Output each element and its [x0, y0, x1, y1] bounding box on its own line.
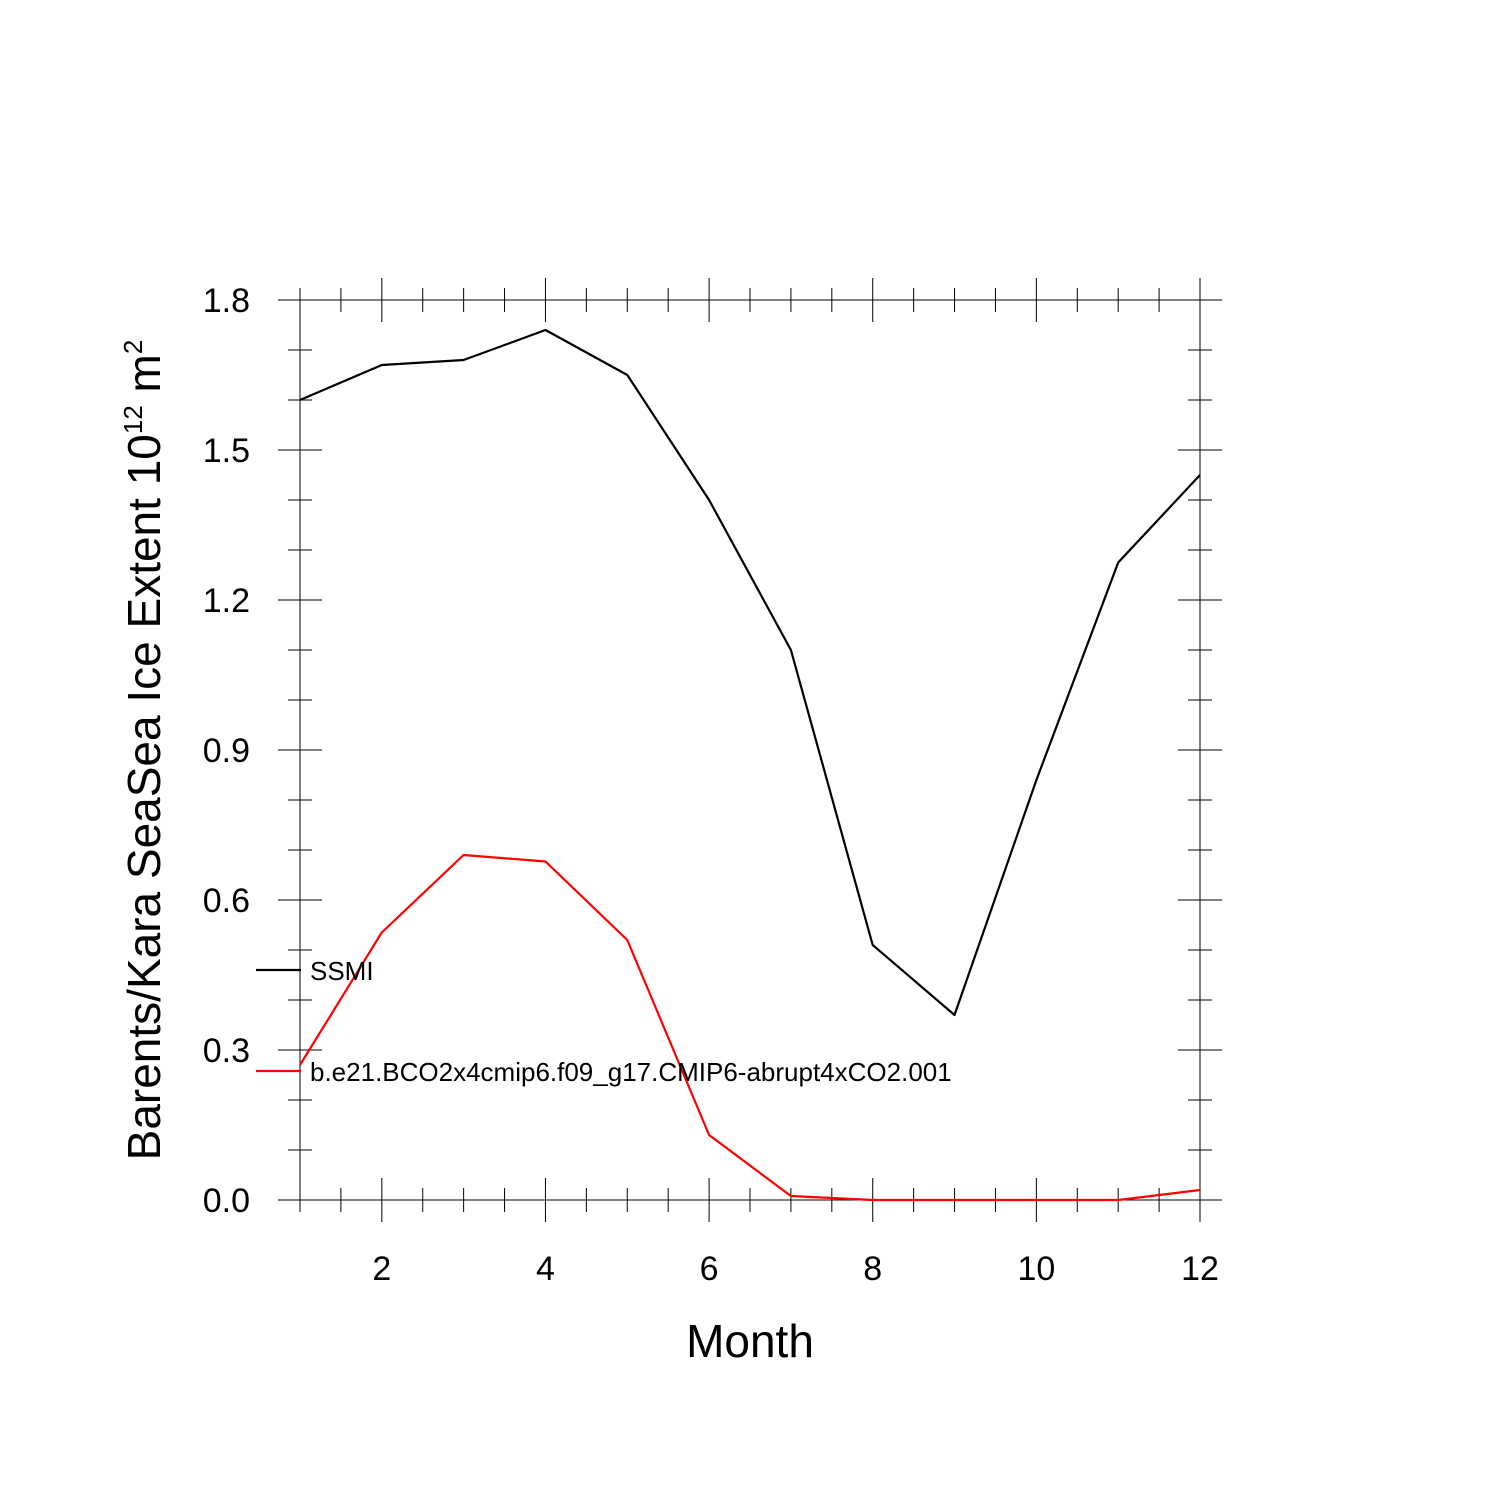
x-tick-label: 10: [1017, 1250, 1055, 1288]
plot-frame: [299, 299, 1201, 1201]
y-axis-title-unit: m: [118, 354, 170, 405]
y-tick-label: 0.6: [203, 882, 250, 920]
series-line: [299, 853, 1201, 1202]
y-tick-labels: 0.0 0.3 0.6 0.9 1.2 1.5 1.8: [203, 282, 250, 1220]
y-tick-label: 1.2: [203, 582, 250, 620]
legend-label: b.e21.BCO2x4cmip6.f09_g17.CMIP6-abrupt4x…: [310, 1057, 952, 1087]
y-tick-label: 0.3: [203, 1032, 250, 1070]
y-axis-title: Barents/Kara SeaSea Ice Extent 1012 m2: [118, 340, 170, 1161]
x-tick-labels: 2 4 6 8 10 12: [372, 1250, 1219, 1288]
x-tick-label: 6: [700, 1250, 719, 1288]
series-layer: [299, 328, 1201, 1202]
x-tick-label: 8: [863, 1250, 882, 1288]
y-tick-label: 1.8: [203, 282, 250, 320]
y-axis-title-main: Barents/Kara SeaSea Ice Extent 10: [118, 434, 170, 1160]
x-tick-label: 4: [536, 1250, 555, 1288]
y-tick-label: 0.9: [203, 732, 250, 770]
x-axis-title: Month: [686, 1315, 814, 1367]
y-tick-label: 0.0: [203, 1182, 250, 1220]
x-tick-label: 12: [1181, 1250, 1219, 1288]
legend: SSMI b.e21.BCO2x4cmip6.f09_g17.CMIP6-abru…: [256, 956, 952, 1087]
x-tick-label: 2: [372, 1250, 391, 1288]
series-line: [299, 328, 1201, 1017]
y-axis-title-exponent: 12: [118, 405, 148, 434]
y-axis-title-unit-exponent: 2: [118, 340, 148, 354]
legend-label: SSMI: [310, 956, 374, 986]
y-tick-label: 1.5: [203, 432, 250, 470]
